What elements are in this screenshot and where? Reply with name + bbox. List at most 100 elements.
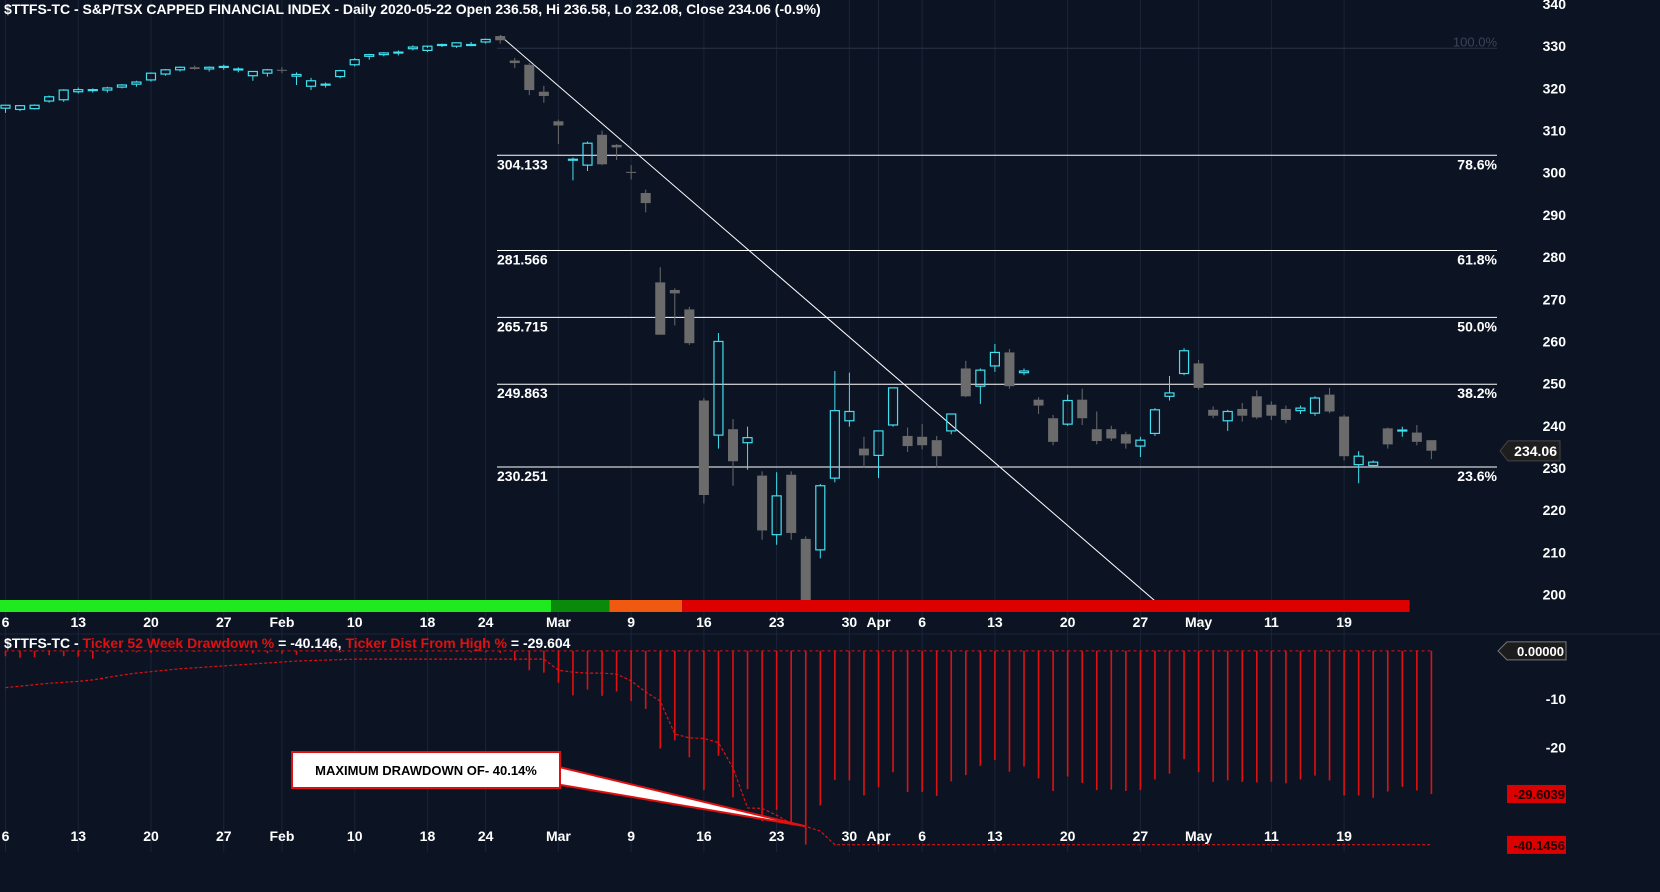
candle [1222,409,1233,431]
trend-line [499,35,1156,602]
min-drawdown-marker [1507,835,1566,854]
x-tick-label: 18 [420,828,436,844]
candle [698,397,709,504]
candle-body [669,290,680,294]
candle-body [291,73,302,77]
candle-body [1309,397,1321,414]
x-tick-label: Feb [270,828,295,844]
candle-body [1048,418,1059,442]
x-tick-label: 18 [420,614,436,630]
candle-body [189,67,200,69]
price-tick-label: 240 [1543,418,1567,434]
candle-body [1018,370,1030,374]
x-tick-label: 27 [216,614,232,630]
candle-body [509,60,520,64]
candle-body [1164,392,1175,397]
signal-segment [682,600,1410,612]
candle [1149,408,1161,436]
candle [1062,394,1073,426]
candle [1295,405,1306,415]
candle-body [757,475,768,531]
legend-series1-value: = -40.146, [274,635,345,651]
x-tick-label: 10 [347,614,363,630]
candle-body [436,43,448,47]
candle [175,66,186,72]
candle [233,67,244,73]
fib-price-label: 265.715 [497,318,548,334]
candle-body [364,54,375,57]
candle-body [684,309,695,344]
fib-pct-label: 61.8% [1457,251,1497,267]
candle [728,419,738,486]
x-tick-label: Apr [866,828,891,844]
candle-body [567,158,579,161]
last-price-marker [1499,440,1561,462]
fib-pct-label: 100.0% [1453,34,1498,49]
candle [1164,376,1175,401]
candle-body [655,282,666,335]
candle-body [1295,407,1306,412]
candle [640,189,651,213]
x-tick-label: 11 [1264,828,1279,844]
fibonacci-levels: 100.0% 304.133 78.6% 281.566 61.8% 265.715 50.… [497,34,1498,484]
price-tick-label: 290 [1543,207,1567,223]
candle [1018,368,1030,376]
legend-ticker: $TTFS-TC - [4,635,83,651]
price-tick-label: 340 [1543,0,1567,12]
price-tick-label: 300 [1543,165,1567,181]
callout-box [291,751,561,789]
candle [713,333,724,449]
legend-series2-value: = -29.604 [507,635,571,651]
candle [902,427,913,452]
candle-body [145,72,157,81]
candle-body [829,410,840,479]
candle [786,471,797,540]
candle-body [320,83,331,86]
candle-body [1280,408,1291,420]
candle-body [87,89,98,92]
x-tick-label: 6 [918,614,926,630]
fib-price-label: 249.863 [497,385,548,401]
candle [1266,401,1277,420]
x-tick-label: 10 [347,828,363,844]
x-tick-label: 30 [842,614,858,630]
candle-body [233,68,244,71]
candle [931,435,942,469]
candle-body [1382,428,1393,445]
candle [102,86,113,93]
candle [1135,436,1146,458]
candle [1280,405,1291,424]
candle-body [335,70,346,78]
chart-title: $TTFS-TC - S&P/TSX CAPPED FINANCIAL INDE… [4,1,821,17]
candle-body [1033,399,1044,406]
candle [757,471,768,540]
candle [495,35,506,44]
candle [378,52,389,57]
candle-body [713,340,724,436]
candle-body [1266,404,1277,416]
price-tick-label: 310 [1543,123,1567,139]
min-drawdown-label: -40.1456 [1514,838,1565,853]
candle [684,306,695,345]
candle-body [873,430,884,456]
candle [0,104,11,113]
x-tick-label: 19 [1336,614,1352,630]
candle [1309,396,1321,416]
candle-body [742,437,753,444]
candle-body [1135,439,1146,447]
candle [1324,387,1335,414]
candle-body [204,66,215,70]
candle [204,66,215,72]
x-tick-label: 27 [216,828,232,844]
candle-body [480,38,491,43]
candle-body [393,51,404,54]
candle-body [1353,455,1364,466]
x-tick-label: 24 [478,614,494,630]
candle [800,536,811,607]
candle [14,105,26,112]
candle [1368,460,1379,468]
candle [407,45,418,51]
candle [567,157,579,181]
candle [320,82,331,88]
candle [1208,406,1219,419]
